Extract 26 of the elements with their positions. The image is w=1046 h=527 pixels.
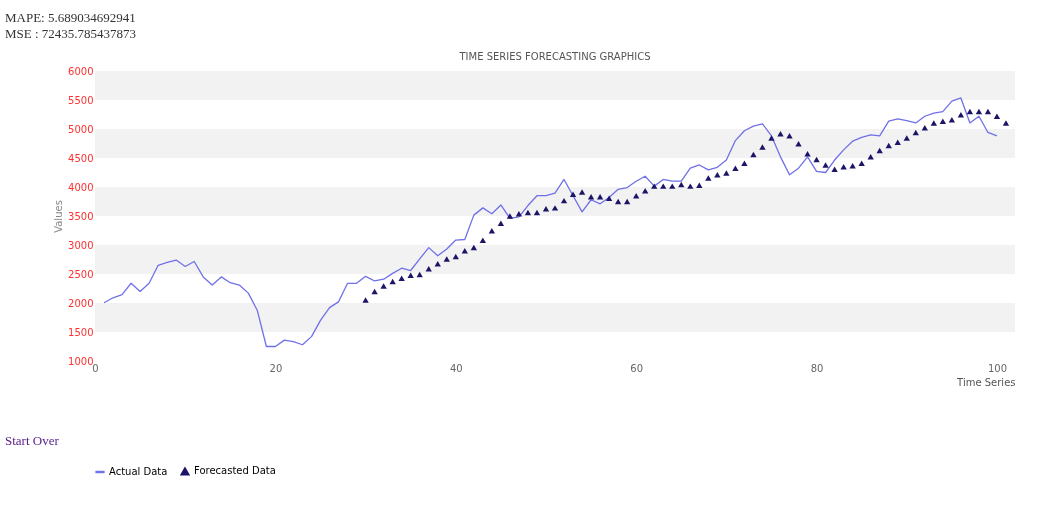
x-tick-label: 0 <box>92 362 99 374</box>
y-tick-label: 5000 <box>68 123 94 135</box>
legend-label: Actual Data <box>109 466 168 477</box>
y-tick-label: 2000 <box>68 297 94 309</box>
y-tick-label: 6000 <box>68 65 94 77</box>
y-tick-label: 5500 <box>68 94 94 106</box>
x-tick-label: 40 <box>449 362 463 374</box>
chart-title: TIME SERIES FORECASTING GRAPHICS <box>458 51 651 62</box>
legend-label: Forecasted Data <box>194 465 276 477</box>
y-tick-label: 1500 <box>68 326 94 338</box>
y-tick-label: 2500 <box>68 268 94 280</box>
y-tick-label: 3500 <box>68 210 94 222</box>
y-tick-label: 4000 <box>68 181 94 193</box>
x-tick-label: 100 <box>987 362 1008 374</box>
text: MAPE: 5.689034692941 <box>5 10 136 25</box>
y-tick-label: 1000 <box>68 355 94 367</box>
y-axis-title: Values <box>53 200 65 233</box>
x-tick-label: 60 <box>630 362 644 374</box>
line-series <box>103 97 998 348</box>
x-axis-title: Time Series <box>956 376 1016 388</box>
y-tick-label: 3000 <box>68 239 94 251</box>
y-tick-label: 4500 <box>68 152 94 164</box>
text: Start Over <box>5 433 60 448</box>
x-tick-label: 20 <box>269 362 283 374</box>
text: MSE : 72435.785437873 <box>5 26 137 41</box>
x-tick-label: 80 <box>810 362 824 374</box>
